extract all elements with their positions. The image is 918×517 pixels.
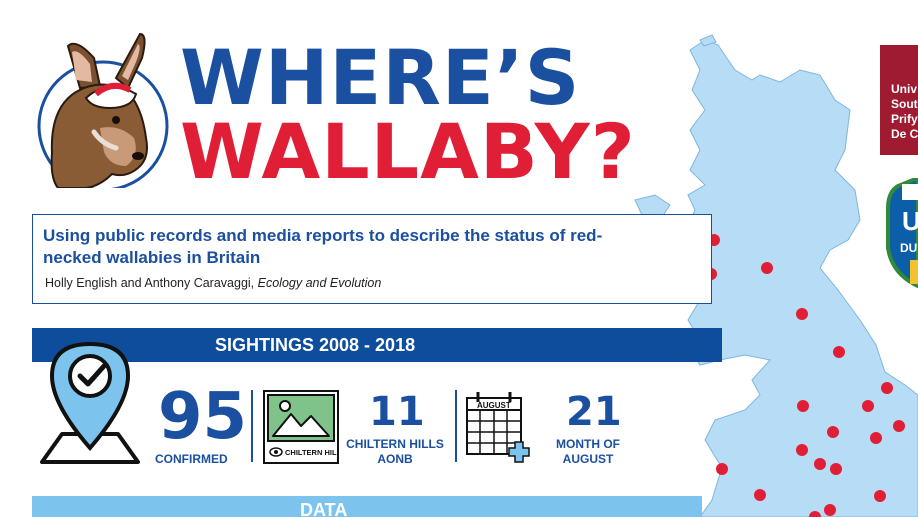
university-logo-text: Univ Sout Prify De C: [891, 82, 918, 141]
journal-name: Ecology and Evolution: [257, 276, 382, 290]
sighting-dot: [809, 511, 821, 517]
university-crest: U DU: [886, 178, 918, 288]
sighting-dot: [716, 463, 728, 475]
author-names: Holly English and Anthony Caravaggi,: [45, 276, 255, 290]
august-label-1: MONTH OF: [556, 437, 620, 451]
title-line-2: WALLABY?: [180, 107, 636, 196]
britain-map: [634, 34, 918, 517]
sightings-banner: SIGHTINGS 2008 - 2018: [32, 328, 722, 362]
confirmed-label: CONFIRMED: [155, 452, 228, 466]
crest-text-2: DU: [900, 241, 917, 255]
sighting-dot: [881, 382, 893, 394]
eye-icon: [269, 447, 283, 457]
paper-info-box: Using public records and media reports t…: [32, 214, 712, 304]
chiltern-label-2: AONB: [377, 452, 413, 466]
chiltern-count: 11: [369, 389, 425, 435]
sighting-dot: [796, 308, 808, 320]
university-logo: [880, 45, 918, 155]
sighting-dot: [814, 458, 826, 470]
calendar-plus-icon: AUGUST: [466, 392, 530, 463]
data-banner: DATA: [32, 496, 702, 517]
calendar-header: AUGUST: [477, 401, 511, 410]
confirmed-count: 95: [158, 380, 248, 454]
paper-authors: Holly English and Anthony Caravaggi, Eco…: [45, 276, 381, 290]
sighting-dot: [862, 400, 874, 412]
sighting-dot: [870, 432, 882, 444]
august-label-2: AUGUST: [562, 452, 614, 466]
sighting-dot: [824, 504, 836, 516]
chiltern-label-1: CHILTERN HILLS: [346, 437, 444, 451]
landscape-icon-caption: CHILTERN HILLS: [285, 448, 339, 457]
stat-divider: [251, 390, 253, 462]
sighting-dot: [830, 463, 842, 475]
paper-title: Using public records and media reports t…: [43, 226, 603, 267]
sighting-dot: [893, 420, 905, 432]
data-banner-text: DATA: [300, 500, 348, 517]
crest-text-1: U: [902, 206, 918, 236]
wallaby-avatar: [37, 32, 169, 188]
sighting-dot: [874, 490, 886, 502]
sighting-dot: [827, 426, 839, 438]
title-line-1: WHERE’S: [180, 33, 581, 122]
sighting-dot: [761, 262, 773, 274]
landscape-icon: CHILTERN HILLS: [263, 390, 339, 464]
sighting-dot: [754, 489, 766, 501]
august-count: 21: [566, 389, 622, 435]
sighting-dot: [797, 400, 809, 412]
sighting-dots: [705, 234, 905, 517]
sighting-dot: [796, 444, 808, 456]
sighting-dot: [833, 346, 845, 358]
stat-divider: [455, 390, 457, 462]
location-check-icon: [40, 341, 140, 464]
sightings-banner-text: SIGHTINGS 2008 - 2018: [215, 335, 416, 355]
map-islands: [634, 34, 717, 221]
